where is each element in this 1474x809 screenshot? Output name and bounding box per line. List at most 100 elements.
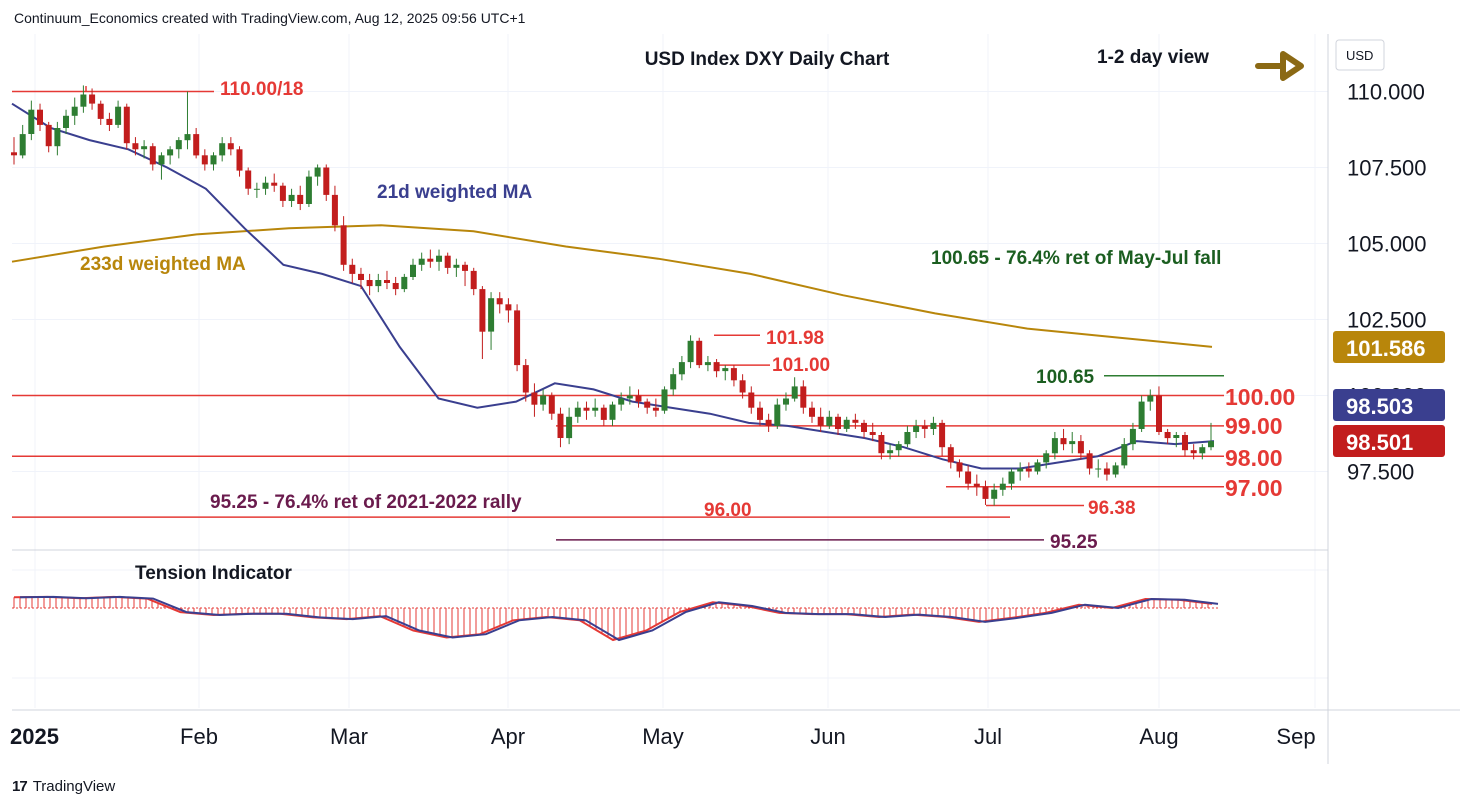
x-tick-1: Feb bbox=[180, 724, 218, 749]
candle-90 bbox=[791, 377, 798, 402]
candle-body-20 bbox=[184, 134, 191, 141]
candle-body-8 bbox=[80, 94, 87, 107]
candle-27 bbox=[245, 167, 252, 195]
candle-body-125 bbox=[1095, 468, 1102, 470]
label-fib1: 100.65 - 76.4% ret of May-Jul fall bbox=[931, 248, 1221, 269]
label-96: 96.00 bbox=[704, 500, 752, 521]
candle-93 bbox=[817, 407, 824, 432]
label-101-00: 101.00 bbox=[772, 355, 830, 376]
candle-21 bbox=[193, 127, 200, 159]
x-tick-0: 2025 bbox=[10, 724, 59, 749]
candle-120 bbox=[1051, 431, 1058, 460]
candle-2 bbox=[28, 100, 35, 141]
candle-56 bbox=[496, 292, 503, 314]
candle-83 bbox=[730, 365, 737, 387]
ma233-line-layer bbox=[11, 224, 1213, 348]
candle-70 bbox=[618, 392, 625, 411]
candle-41 bbox=[366, 273, 373, 296]
candle-115 bbox=[1008, 468, 1015, 490]
candle-body-53 bbox=[470, 270, 477, 290]
candle-body-48 bbox=[427, 258, 434, 262]
label-96-38: 96.38 bbox=[1088, 498, 1136, 519]
candle-body-87 bbox=[765, 419, 772, 426]
label-95-25: 95.25 bbox=[1050, 532, 1098, 553]
candle-104 bbox=[913, 419, 920, 439]
candle-body-99 bbox=[869, 432, 876, 435]
candle-44 bbox=[392, 276, 399, 296]
candle-body-120 bbox=[1051, 438, 1058, 454]
candle-98 bbox=[861, 419, 867, 439]
candle-body-70 bbox=[618, 398, 625, 405]
candle-127 bbox=[1112, 462, 1119, 478]
price-badge-text-1: 98.503 bbox=[1346, 394, 1413, 419]
candle-118 bbox=[1034, 459, 1041, 475]
candle-97 bbox=[852, 413, 859, 429]
axes: USD110.000107.500105.000102.500100.00097… bbox=[10, 34, 1460, 764]
candle-84 bbox=[739, 374, 746, 399]
candle-4 bbox=[45, 121, 52, 153]
candle-body-95 bbox=[835, 416, 841, 429]
candle-112 bbox=[982, 480, 989, 505]
candle-body-117 bbox=[1025, 468, 1032, 472]
candle-17 bbox=[158, 152, 165, 180]
candle-30 bbox=[271, 173, 278, 192]
label-tension: Tension Indicator bbox=[135, 563, 293, 584]
candle-body-119 bbox=[1043, 453, 1050, 463]
ma233-line bbox=[11, 224, 1213, 348]
candle-body-89 bbox=[783, 398, 789, 405]
tradingview-logo[interactable]: 17 TradingView bbox=[12, 778, 115, 795]
candle-body-9 bbox=[89, 94, 96, 104]
candle-53 bbox=[470, 267, 477, 296]
candle-12 bbox=[115, 100, 122, 128]
candle-body-77 bbox=[678, 362, 685, 375]
candle-10 bbox=[97, 100, 104, 125]
candle-59 bbox=[522, 359, 529, 402]
candle-body-80 bbox=[704, 362, 711, 366]
candle-15 bbox=[141, 140, 148, 159]
candle-body-114 bbox=[999, 483, 1006, 490]
candle-74 bbox=[652, 398, 659, 417]
candle-65 bbox=[574, 401, 581, 423]
candle-body-72 bbox=[635, 395, 642, 402]
candle-135 bbox=[1182, 431, 1188, 457]
candle-43 bbox=[384, 270, 390, 290]
candle-body-124 bbox=[1086, 453, 1093, 469]
candle-body-3 bbox=[37, 109, 43, 125]
y-tick-5: 97.500 bbox=[1347, 460, 1414, 485]
candle-102 bbox=[895, 441, 902, 457]
x-tick-2: Mar bbox=[330, 724, 368, 749]
ma21-line-layer bbox=[11, 102, 1215, 470]
candle-body-14 bbox=[132, 143, 139, 150]
y-tick-3: 102.500 bbox=[1347, 308, 1427, 333]
candle-body-42 bbox=[375, 280, 382, 287]
candle-42 bbox=[375, 273, 382, 293]
label-ma233: 233d weighted MA bbox=[80, 254, 246, 275]
candle-122 bbox=[1069, 431, 1076, 454]
candle-body-131 bbox=[1147, 395, 1154, 402]
candle-134 bbox=[1173, 431, 1180, 448]
candle-body-16 bbox=[149, 146, 156, 165]
annotations: USD Index DXY Daily Chart 1-2 day view 110… bbox=[80, 47, 1304, 584]
candle-body-51 bbox=[453, 264, 460, 268]
chart-title: USD Index DXY Daily Chart bbox=[645, 49, 890, 70]
candle-51 bbox=[453, 258, 460, 277]
candle-50 bbox=[444, 252, 451, 274]
candle-123 bbox=[1077, 435, 1084, 460]
candle-body-17 bbox=[158, 155, 165, 165]
candle-body-37 bbox=[331, 194, 338, 226]
candle-100 bbox=[878, 431, 885, 460]
candle-79 bbox=[696, 337, 703, 369]
candle-body-113 bbox=[991, 489, 998, 499]
candle-137 bbox=[1199, 444, 1206, 460]
candle-body-4 bbox=[45, 124, 52, 147]
candle-body-5 bbox=[54, 128, 61, 147]
candle-3 bbox=[37, 103, 43, 132]
candle-body-1 bbox=[19, 134, 26, 156]
candle-body-123 bbox=[1077, 441, 1084, 454]
candle-body-15 bbox=[141, 146, 148, 150]
candle-body-103 bbox=[904, 432, 911, 445]
direction-arrow-icon bbox=[1255, 51, 1304, 81]
candle-body-46 bbox=[410, 264, 416, 277]
label-99: 99.00 bbox=[1225, 413, 1283, 439]
